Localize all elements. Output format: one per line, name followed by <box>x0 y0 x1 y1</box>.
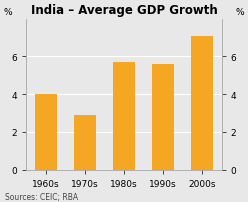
Bar <box>191 37 213 170</box>
Bar <box>152 65 174 170</box>
Bar <box>113 63 135 170</box>
Bar <box>74 115 96 170</box>
Text: %: % <box>235 8 244 17</box>
Text: %: % <box>4 8 13 17</box>
Text: Sources: CEIC; RBA: Sources: CEIC; RBA <box>5 192 78 201</box>
Bar <box>35 95 57 170</box>
Title: India – Average GDP Growth: India – Average GDP Growth <box>31 4 217 17</box>
